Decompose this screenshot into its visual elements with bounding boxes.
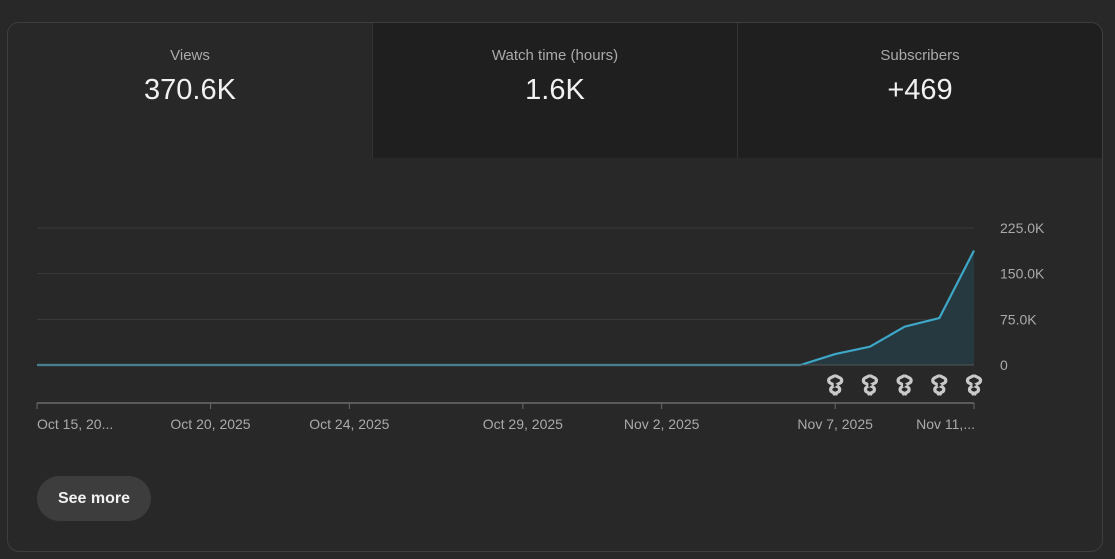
metric-tabs: Views 370.6K Watch time (hours) 1.6K Sub… — [8, 23, 1102, 158]
watch-time-value: 1.6K — [525, 74, 585, 106]
watch-time-label: Watch time (hours) — [491, 47, 619, 64]
analytics-card: Views 370.6K Watch time (hours) 1.6K Sub… — [7, 22, 1103, 552]
tab-subscribers[interactable]: Subscribers +469 — [737, 23, 1102, 158]
see-more-button[interactable]: See more — [37, 476, 151, 521]
views-label: Views — [170, 47, 210, 64]
views-value: 370.6K — [144, 74, 236, 106]
subscribers-value: +469 — [887, 74, 953, 106]
tab-views[interactable]: Views 370.6K — [8, 23, 372, 158]
subscribers-label: Subscribers — [880, 47, 960, 64]
tab-watch-time[interactable]: Watch time (hours) 1.6K — [372, 23, 737, 158]
